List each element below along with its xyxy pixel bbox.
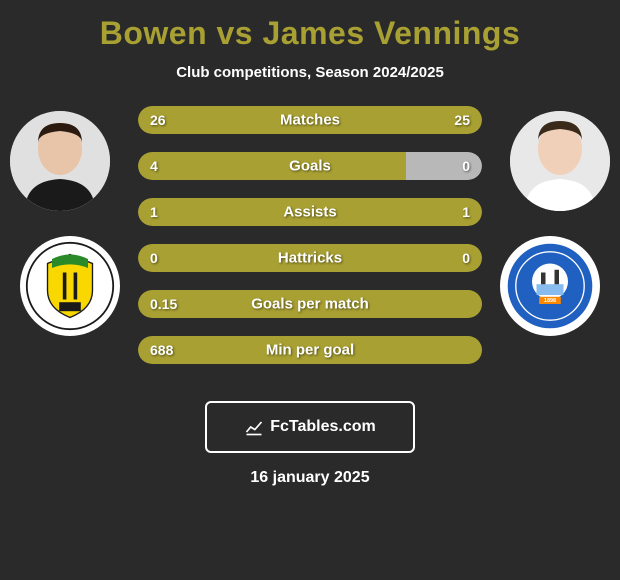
club-right-logo: 1898 [500,236,600,336]
snapshot-date: 16 january 2025 [0,469,620,487]
stat-value-left: 0 [150,250,158,266]
stat-row: 0 0 Hattricks [138,244,482,272]
stat-row: 4 0 Goals [138,152,482,180]
club-left-crest-icon [25,241,115,331]
stat-label: Min per goal [266,342,354,359]
stat-bar-right [406,152,482,180]
player-left-avatar [10,111,110,211]
club-right-crest-icon: 1898 [505,241,595,331]
stat-label: Assists [283,204,336,221]
stat-value-left: 688 [150,342,173,358]
stat-value-right: 0 [462,158,470,174]
stats-area: 26 25 Matches 4 0 Goals 1 1 Assists 0 0 Hattricks 0.… [138,106,482,382]
stat-row: 1 1 Assists [138,198,482,226]
comparison-title: Bowen vs James Vennings [0,15,620,52]
club-left-logo [20,236,120,336]
stat-value-left: 0.15 [150,296,177,312]
stat-value-right: 25 [454,112,470,128]
attribution-text: FcTables.com [270,418,376,436]
svg-text:1898: 1898 [544,298,556,304]
content-area: 1898 26 25 Matches 4 0 Goals 1 1 Assists 0 0 Hattri… [0,106,620,386]
comparison-subtitle: Club competitions, Season 2024/2025 [0,64,620,81]
stat-bar-left [138,152,406,180]
fctables-attribution: FcTables.com [205,401,415,453]
stat-row: 0.15 Goals per match [138,290,482,318]
stat-value-left: 4 [150,158,158,174]
stat-value-left: 1 [150,204,158,220]
player-right-avatar [510,111,610,211]
stat-row: 688 Min per goal [138,336,482,364]
stat-row: 26 25 Matches [138,106,482,134]
player-right-silhouette-icon [510,111,610,211]
stat-label: Goals per match [251,296,369,313]
player-left-silhouette-icon [10,111,110,211]
stat-value-left: 26 [150,112,166,128]
stat-value-right: 1 [462,204,470,220]
stat-value-right: 0 [462,250,470,266]
chart-line-icon [244,417,264,437]
stat-label: Hattricks [278,250,342,267]
stat-label: Goals [289,158,331,175]
stat-label: Matches [280,112,340,129]
